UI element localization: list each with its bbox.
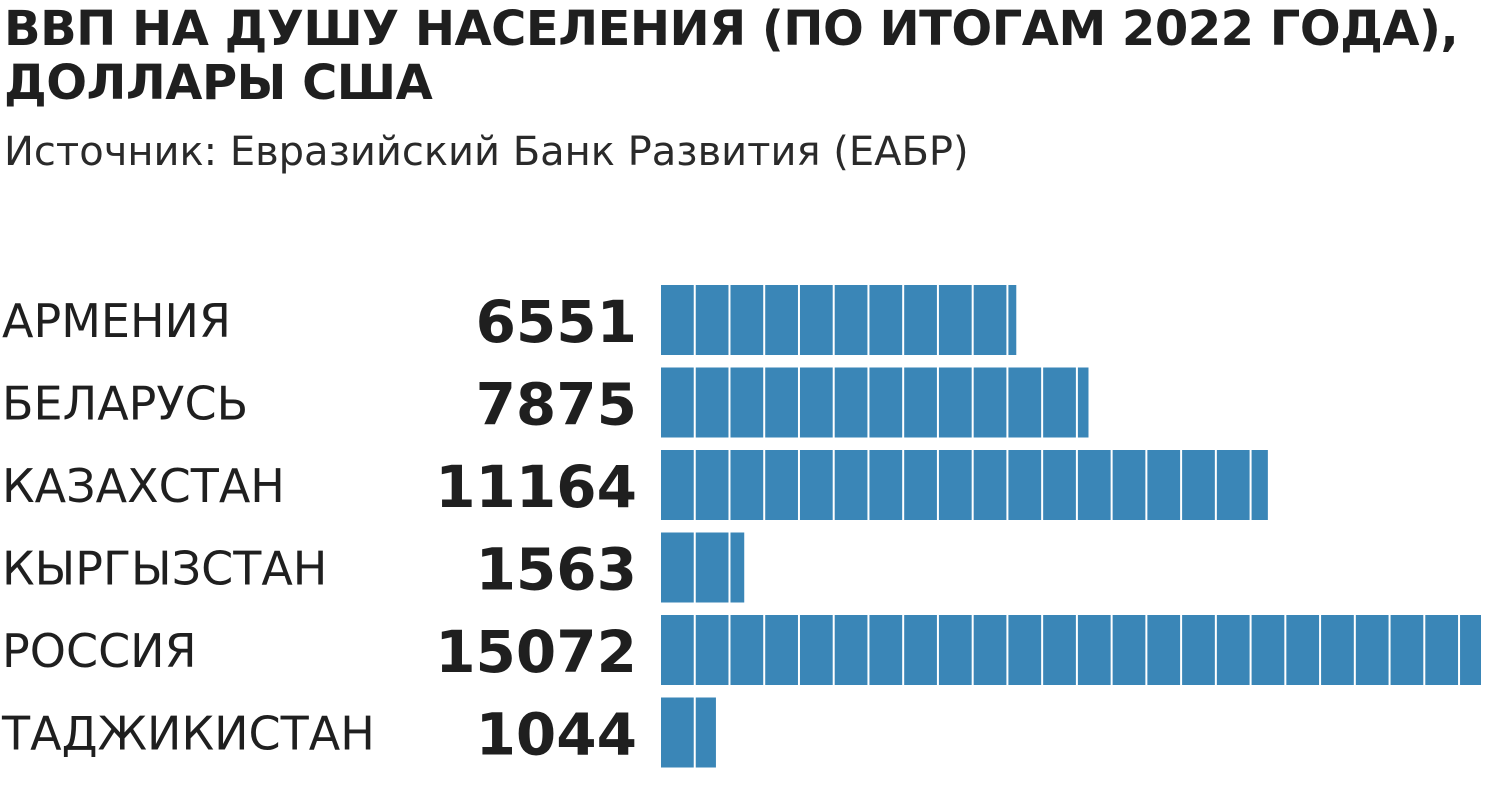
bar-segment [1112,615,1146,685]
bar-chart: АРМЕНИЯ 6551 БЕЛАРУСЬ 7875 КАЗАХСТАН 11164 КЫР… [1,285,1481,769]
bar-segment [730,532,745,603]
bar-segment [904,285,937,355]
bar-segment [1043,367,1076,438]
bar-segment [1321,615,1354,685]
bar-segment [661,697,694,768]
bar-segment [695,367,729,438]
bar [661,367,1089,438]
value-label: 11164 [435,453,637,521]
bar-segment [904,450,937,520]
bar-segment [730,615,764,685]
bar-segment [695,615,729,685]
bar-segment [1390,615,1424,685]
bar [661,697,716,768]
bar-segment [938,285,972,355]
bar-segment [730,450,764,520]
bar-segment [973,615,1007,685]
bar-segment [1355,615,1389,685]
bar-segment [834,367,868,438]
bar-segment [799,615,833,685]
bar-segment [904,615,937,685]
bar-segment [1216,450,1250,520]
chart-title: ВВП НА ДУШУ НАСЕЛЕНИЯ (ПО ИТОГАМ 2022 ГО… [4,1,1459,111]
bar-segment [973,450,1007,520]
bar-segment [695,285,729,355]
chart-source: Источник: Евразийский Банк Развития (ЕАБ… [4,129,969,175]
category-label: КЫРГЫЗСТАН [2,542,327,596]
bar-segment [869,285,903,355]
bar-segment [1043,615,1076,685]
bar-segment [1008,367,1042,438]
bar-segment [904,367,937,438]
bar-segment [661,285,694,355]
value-label: 6551 [476,288,637,356]
bar-segment [799,450,833,520]
bar-segment [1460,615,1481,685]
bar-segment [765,367,798,438]
bar [661,615,1481,685]
bar-segment [1112,450,1146,520]
bar-segment [1043,450,1076,520]
bar-segment [869,450,903,520]
bar-segment [1251,450,1268,520]
bar-segment [1008,615,1042,685]
bar-segment [799,367,833,438]
bar-segment [730,285,764,355]
category-label: АРМЕНИЯ [2,294,231,348]
bar-segment [973,285,1007,355]
value-label: 7875 [476,371,637,439]
bar-segment [661,450,694,520]
category-label: КАЗАХСТАН [2,459,285,513]
bar-segment [938,450,972,520]
bar [661,450,1268,520]
bar-segment [1182,615,1215,685]
bar-segment [661,615,694,685]
value-label: 1563 [476,536,637,604]
bar-segment [1077,367,1089,438]
bar-segment [695,532,729,603]
bar [661,532,745,603]
bar [661,285,1017,355]
bar-segment [661,532,694,603]
bar-segment [765,450,798,520]
bar-segment [1008,450,1042,520]
bar-segment [695,697,716,768]
bar-segment [973,367,1007,438]
bar-segment [1077,450,1111,520]
value-label: 1044 [476,701,637,769]
bar-segment [1182,450,1215,520]
bar-segment [1147,615,1181,685]
bar-segment [938,367,972,438]
bar-segment [1425,615,1459,685]
bar-segment [834,615,868,685]
bar-segment [799,285,833,355]
bar-segment [938,615,972,685]
bar-segment [1008,285,1017,355]
bar-segment [730,367,764,438]
bar-segment [1286,615,1320,685]
category-label: ТАДЖИКИСТАН [1,707,375,761]
bar-segment [1251,615,1285,685]
bar-segment [1147,450,1181,520]
bar-segment [765,285,798,355]
bar-segment [834,285,868,355]
bar-segment [765,615,798,685]
bar-segment [869,367,903,438]
bar-segment [1216,615,1250,685]
bar-segment [1077,615,1111,685]
category-label: РОССИЯ [2,624,197,678]
bar-segment [869,615,903,685]
bar-segment [695,450,729,520]
bar-segment [661,367,694,438]
category-label: БЕЛАРУСЬ [2,377,248,431]
value-label: 15072 [435,618,637,686]
bar-segment [834,450,868,520]
